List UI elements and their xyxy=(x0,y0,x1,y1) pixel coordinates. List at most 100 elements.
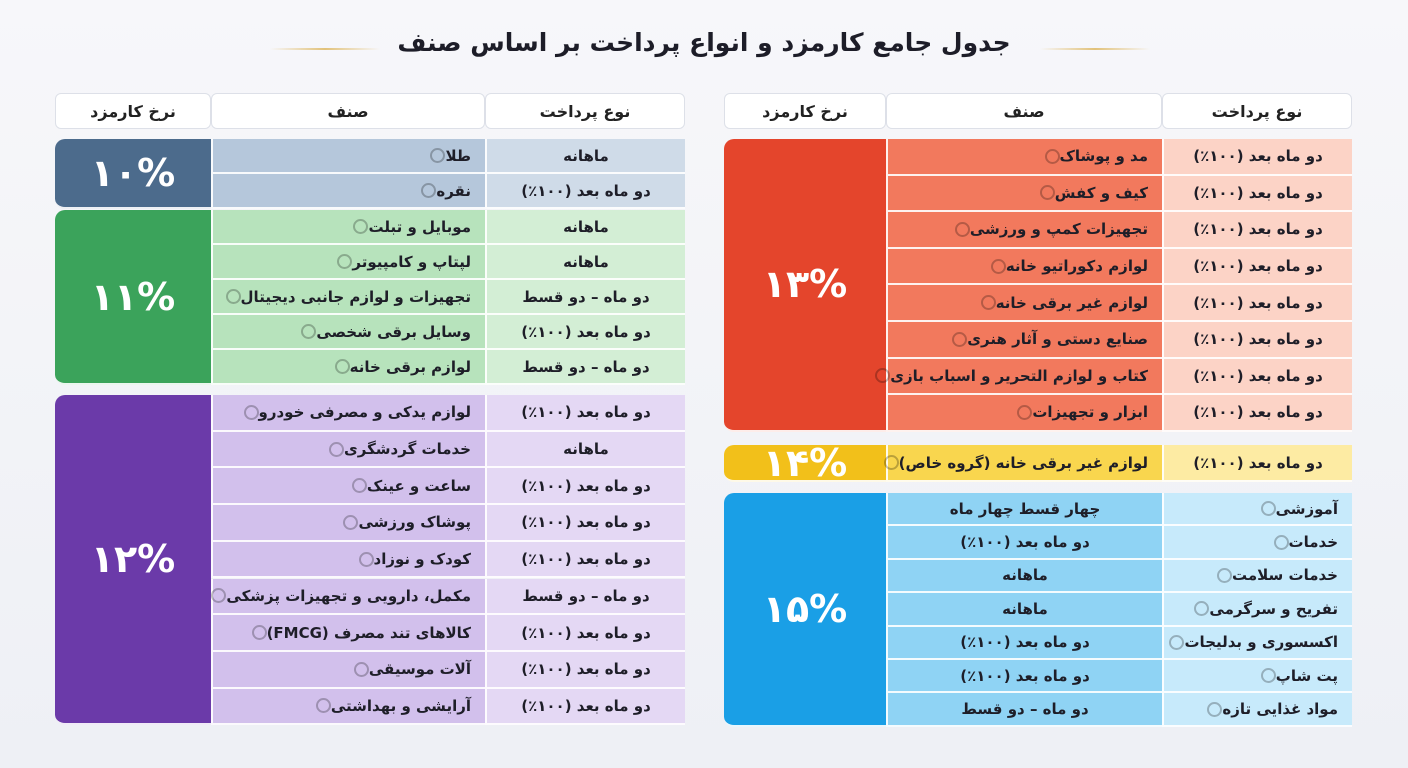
fee-rate: ۱۳% xyxy=(724,139,886,432)
category-icon xyxy=(1217,567,1232,583)
category-cell: طلا xyxy=(211,139,485,174)
category-cell: مکمل، دارویی و تجهیزات پزشکی xyxy=(211,578,485,616)
category-cell: آموزشی xyxy=(1162,493,1352,527)
category-icon xyxy=(334,359,350,374)
category-icon xyxy=(883,455,899,470)
category-cell: مواد غذایی تازه xyxy=(1162,693,1352,727)
category-text: تجهیزات و لوازم جانبی دیجیتال xyxy=(240,287,471,306)
payment-cell: دو ماه بعد (۱۰۰٪) xyxy=(1162,175,1352,213)
fee-rate: ۱۴% xyxy=(724,441,886,485)
category-text: نقره xyxy=(436,181,471,200)
payment-text: دو ماه بعد (۱۰۰٪) xyxy=(1193,366,1323,385)
category-text: اکسسوری و بدلیجات xyxy=(1184,633,1338,652)
category-icon xyxy=(301,324,317,339)
category-cell: تجهیزات کمپ و ورزشی xyxy=(886,212,1162,249)
category-icon xyxy=(990,258,1006,274)
payment-cell: دو ماه بعد (۱۰۰٪) xyxy=(1162,358,1352,396)
category-icon xyxy=(343,514,359,530)
category-text: تجهیزات کمپ و ورزشی xyxy=(969,220,1148,239)
category-cell: لوازم غیر برقی خانه xyxy=(886,285,1162,322)
category-text: وسایل برقی شخصی xyxy=(316,322,471,341)
payment-text: دو ماه بعد (۱۰۰٪) xyxy=(1193,293,1323,312)
payment-cell: دو ماه بعد (۱۰۰٪) xyxy=(886,626,1162,660)
payment-cell: چهار قسط چهار ماه xyxy=(886,493,1162,527)
payment-text: دو ماه بعد (۱۰۰٪) xyxy=(1193,403,1323,422)
category-text: لوازم یدکی و مصرفی خودرو xyxy=(258,403,471,422)
category-cell: لوازم یدکی و مصرفی خودرو xyxy=(211,395,485,432)
payment-cell: دو ماه – دو قسط xyxy=(485,280,685,315)
category-cell: خدمات سلامت xyxy=(1162,559,1352,594)
category-icon xyxy=(337,254,353,269)
category-icon xyxy=(251,625,267,641)
payment-cell: ماهانه xyxy=(485,245,685,280)
category-text: آرایشی و بهداشتی xyxy=(330,696,471,715)
category-text: لوازم برقی خانه xyxy=(349,357,471,376)
payment-text: دو ماه بعد (۱۰۰٪) xyxy=(1193,183,1323,202)
payment-text: دو ماه – دو قسط xyxy=(522,357,650,376)
payment-cell: دو ماه بعد (۱۰۰٪) xyxy=(485,315,685,350)
payment-text: دو ماه بعد (۱۰۰٪) xyxy=(521,403,651,422)
category-icon xyxy=(1207,701,1223,717)
payment-cell: دو ماه بعد (۱۰۰٪) xyxy=(886,526,1162,560)
category-text: ابزار و تجهیزات xyxy=(1032,403,1148,422)
category-text: کودک و نوزاد xyxy=(373,550,471,569)
page-title: جدول جامع کارمزد و انواع پرداخت بر اساس … xyxy=(397,28,1011,57)
payment-cell: دو ماه بعد (۱۰۰٪) xyxy=(1162,322,1352,359)
payment-cell: دو ماه بعد (۱۰۰٪) xyxy=(1162,248,1352,286)
payment-cell: دو ماه بعد (۱۰۰٪) xyxy=(1162,212,1352,249)
payment-cell: دو ماه بعد (۱۰۰٪) xyxy=(485,505,685,542)
category-icon xyxy=(211,588,227,604)
payment-text: ماهانه xyxy=(1002,599,1048,618)
category-icon xyxy=(358,551,374,567)
column-header: نرخ کارمزد xyxy=(724,93,886,129)
category-icon xyxy=(1017,404,1033,420)
category-text: کالاهای تند مصرف (FMCG) xyxy=(266,623,471,642)
category-cell: کتاب و لوازم التحریر و اسباب بازی xyxy=(875,358,1162,396)
payment-text: دو ماه بعد (۱۰۰٪) xyxy=(960,633,1090,652)
payment-cell: ماهانه xyxy=(485,431,685,469)
payment-cell: دو ماه بعد (۱۰۰٪) xyxy=(485,541,685,579)
payment-cell: دو ماه – دو قسط xyxy=(485,350,685,385)
category-text: لوازم دکوراتیو خانه xyxy=(1005,257,1148,276)
payment-text: ماهانه xyxy=(1002,566,1048,585)
category-cell: ساعت و عینک xyxy=(211,468,485,506)
category-text: پت شاپ xyxy=(1275,666,1338,685)
fee-rate: ۱۵% xyxy=(724,493,886,727)
payment-text: دو ماه – دو قسط xyxy=(522,287,650,306)
category-icon xyxy=(353,661,369,677)
category-text: لوازم غیر برقی خانه (گروه خاص) xyxy=(898,453,1148,472)
payment-cell: ماهانه xyxy=(485,210,685,245)
category-cell: نقره xyxy=(211,174,485,209)
category-text: خدمات گردشگری xyxy=(344,440,471,459)
column-header: نوع پرداخت xyxy=(1162,93,1352,129)
payment-cell: ماهانه xyxy=(485,139,685,174)
category-icon xyxy=(1194,601,1210,617)
title-ornament xyxy=(1040,48,1150,50)
payment-text: دو ماه بعد (۱۰۰٪) xyxy=(1193,330,1323,349)
category-text: مواد غذایی تازه xyxy=(1222,700,1338,719)
payment-cell: دو ماه – دو قسط xyxy=(886,693,1162,727)
payment-cell: دو ماه بعد (۱۰۰٪) xyxy=(485,688,685,726)
category-cell: موبایل و تبلت xyxy=(211,210,485,245)
payment-text: دو ماه بعد (۱۰۰٪) xyxy=(521,322,651,341)
title-ornament xyxy=(270,48,380,50)
payment-text: دو ماه بعد (۱۰۰٪) xyxy=(1193,147,1323,166)
payment-text: دو ماه – دو قسط xyxy=(961,700,1089,719)
category-text: تفریح و سرگرمی xyxy=(1209,599,1338,618)
payment-text: دو ماه – دو قسط xyxy=(522,586,650,605)
category-icon xyxy=(1273,534,1289,550)
category-icon xyxy=(952,331,968,347)
category-icon xyxy=(954,221,970,237)
category-icon xyxy=(243,404,259,420)
category-icon xyxy=(980,295,996,311)
payment-text: دو ماه بعد (۱۰۰٪) xyxy=(521,181,651,200)
payment-text: دو ماه بعد (۱۰۰٪) xyxy=(521,623,651,642)
payment-text: دو ماه بعد (۱۰۰٪) xyxy=(960,533,1090,552)
payment-cell: دو ماه بعد (۱۰۰٪) xyxy=(1162,139,1352,176)
category-cell: تفریح و سرگرمی xyxy=(1162,593,1352,627)
category-icon xyxy=(1260,668,1276,684)
category-icon xyxy=(1169,634,1185,650)
category-cell: خدمات xyxy=(1162,526,1352,560)
category-text: لپتاپ و کامپیوتر xyxy=(352,252,471,271)
payment-text: دو ماه بعد (۱۰۰٪) xyxy=(1193,453,1323,472)
